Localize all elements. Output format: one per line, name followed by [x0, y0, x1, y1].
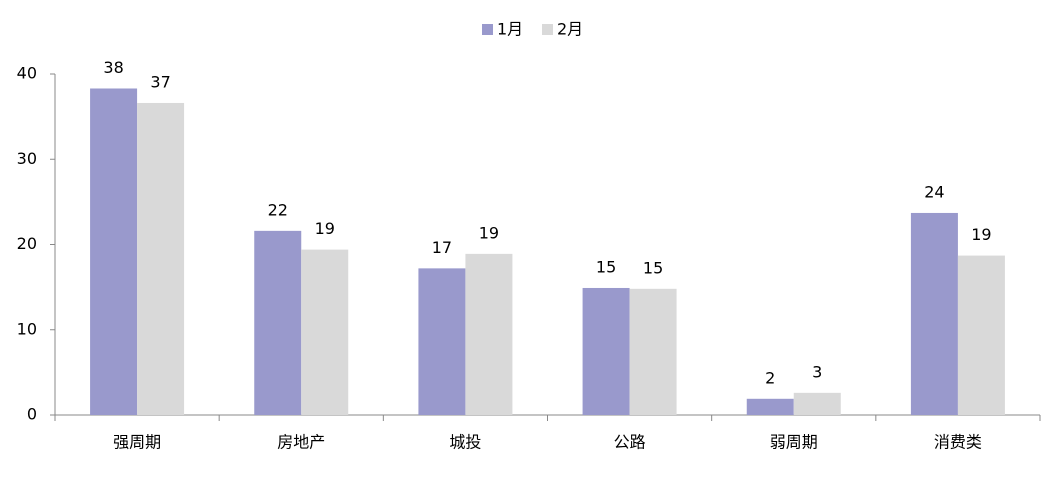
y-tick-label: 0: [27, 405, 37, 424]
value-label: 38: [103, 58, 123, 77]
value-label: 2: [765, 368, 775, 387]
value-label: 17: [432, 238, 452, 257]
value-label: 19: [971, 225, 991, 244]
value-label: 15: [643, 258, 663, 277]
value-label: 15: [596, 257, 616, 276]
bar: [90, 88, 138, 416]
value-label: 22: [268, 200, 288, 219]
legend-label: 2月: [557, 20, 583, 39]
bar: [910, 212, 958, 415]
x-tick-label: 强周期: [113, 433, 161, 452]
value-label: 37: [150, 72, 170, 91]
bar: [301, 249, 349, 415]
x-tick-label: 公路: [614, 433, 646, 452]
bar: [582, 287, 630, 415]
legend-swatch: [542, 24, 553, 35]
value-label: 19: [315, 219, 335, 238]
bar: [746, 398, 794, 415]
value-label: 3: [812, 362, 822, 381]
bar: [137, 102, 185, 416]
bar: [465, 253, 513, 415]
bar: [957, 255, 1005, 415]
y-tick-label: 40: [17, 64, 37, 83]
y-tick-label: 20: [17, 234, 37, 253]
legend-swatch: [482, 24, 493, 35]
x-tick-label: 弱周期: [770, 433, 818, 452]
bar: [418, 268, 466, 415]
x-tick-label: 城投: [449, 433, 481, 452]
bar: [629, 288, 677, 415]
bar: [254, 230, 302, 415]
value-label: 19: [479, 223, 499, 242]
legend-label: 1月: [497, 20, 523, 39]
x-tick-label: 房地产: [277, 433, 325, 452]
bar: [793, 392, 841, 415]
y-tick-label: 10: [17, 319, 37, 338]
y-tick-label: 30: [17, 149, 37, 168]
value-label: 24: [924, 182, 944, 201]
x-tick-label: 消费类: [934, 433, 982, 452]
